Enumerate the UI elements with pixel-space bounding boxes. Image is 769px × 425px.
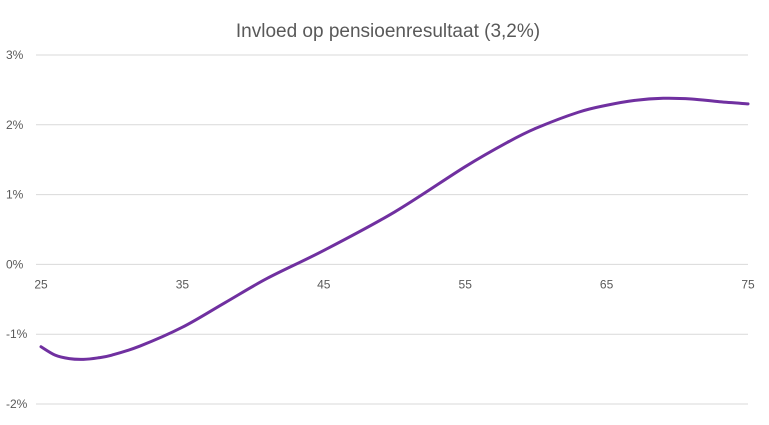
y-tick-label: 1% bbox=[6, 188, 24, 202]
gridlines bbox=[36, 54, 748, 405]
y-axis-tick-labels: 3% 2% 1% 0% -1% -2% bbox=[6, 48, 28, 411]
y-tick-label: 0% bbox=[6, 257, 24, 271]
x-tick-label: 35 bbox=[176, 277, 190, 291]
x-tick-label: 75 bbox=[741, 277, 755, 291]
y-tick-label: 2% bbox=[6, 118, 24, 132]
series-layer bbox=[39, 96, 750, 361]
x-tick-label: 55 bbox=[459, 277, 473, 291]
x-tick-label: 45 bbox=[317, 277, 331, 291]
x-tick-label: 25 bbox=[34, 277, 48, 291]
x-axis-tick-labels: 25 35 45 55 65 75 bbox=[34, 277, 755, 291]
y-tick-label: -2% bbox=[6, 397, 28, 411]
y-tick-label: 3% bbox=[6, 48, 24, 62]
chart-title: Invloed op pensioenresultaat (3,2%) bbox=[236, 21, 540, 42]
series-line bbox=[39, 96, 750, 361]
y-tick-label: -1% bbox=[6, 327, 28, 341]
x-tick-label: 65 bbox=[600, 277, 614, 291]
